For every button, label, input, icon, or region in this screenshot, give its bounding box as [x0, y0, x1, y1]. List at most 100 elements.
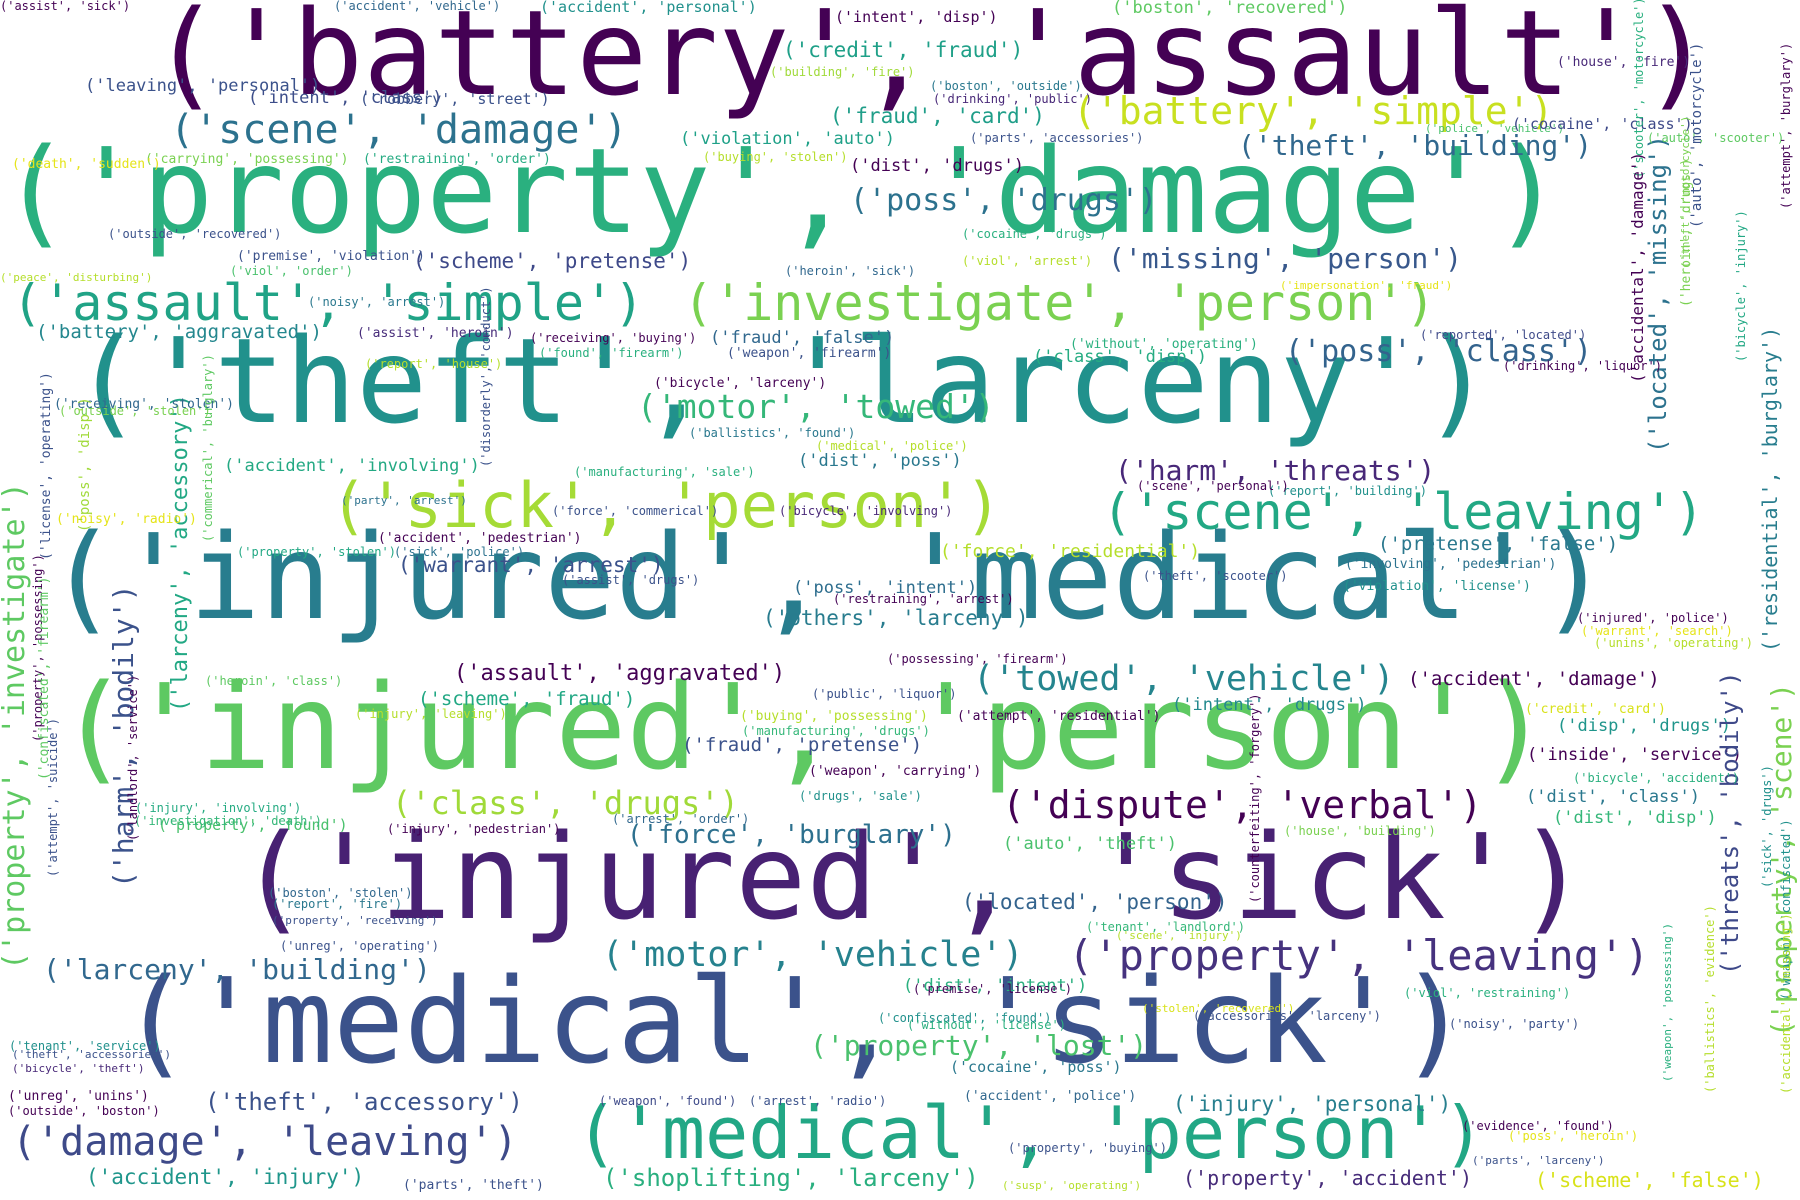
word-cloud-term: ('assist', 'sick')	[0, 0, 131, 13]
word-cloud-term: ('disorderly', 'conduct')	[479, 286, 493, 467]
word-cloud-term: ('force', 'burglary')	[627, 820, 956, 850]
word-cloud-term: ('injured', 'police')	[1577, 611, 1729, 625]
word-cloud-term: ('noisy', 'arrest')	[308, 295, 446, 309]
word-cloud-term: ('drinking', 'liquor')	[1503, 359, 1662, 373]
word-cloud-term: ('auto', 'motorcycle')	[1689, 42, 1705, 228]
word-cloud-term: ('tenant', 'service')	[9, 1039, 161, 1053]
word-cloud-term: ('dist', 'class')	[1526, 787, 1700, 807]
word-cloud-term: ('injury', 'involving')	[135, 801, 302, 815]
word-cloud-term: ('property', 'damage')	[0, 122, 1563, 260]
word-cloud-term: ('heroin', 'sick')	[785, 264, 916, 278]
word-cloud-term: ('party', 'arrest')	[341, 494, 467, 507]
word-cloud-term: ('warrant', 'search')	[1581, 624, 1733, 638]
word-cloud-term: ('theft', 'accessories')	[12, 1048, 171, 1061]
word-cloud-term: ('warrant', 'arrest')	[398, 553, 664, 577]
word-cloud-term: ('manufacturing', 'sale')	[574, 465, 755, 479]
word-cloud-term: ('found', 'firearm')	[539, 346, 684, 360]
word-cloud-term: ('violation', 'auto')	[680, 129, 895, 149]
word-cloud-term: ('fraud', 'false')	[710, 328, 895, 348]
word-cloud-term: ('drugs', 'sale')	[799, 789, 922, 803]
word-cloud-term: ('police', 'vehicle')	[1425, 122, 1565, 135]
word-cloud-term: ('house', 'fire')	[1557, 55, 1691, 70]
word-cloud-term: ('commerical', 'burglary')	[201, 354, 215, 542]
word-cloud-term: ('parts', 'accessories')	[970, 131, 1144, 145]
word-cloud-term: ('larceny', 'accessory')	[168, 394, 193, 712]
word-cloud-term: ('buying', 'stolen')	[703, 150, 848, 164]
word-cloud-term: ('shoplifting', 'larceny')	[603, 1164, 979, 1192]
word-cloud-term: ('viol', 'restraining')	[1404, 986, 1571, 1000]
word-cloud-term: ('medical', 'person')	[575, 1091, 1486, 1175]
word-cloud-term: ('arrest', 'radio')	[749, 1094, 887, 1108]
word-cloud-term: ('damage', 'leaving')	[12, 1119, 518, 1165]
word-cloud-term: ('noisy', 'party')	[1449, 1017, 1580, 1031]
word-cloud-term: ('cocaine', 'class')	[1512, 115, 1693, 133]
word-cloud-term: ('carrying', 'possessing')	[145, 152, 349, 167]
word-cloud-term: ('report', 'house')	[365, 357, 503, 371]
word-cloud-term: ('ballistics', 'found')	[689, 426, 856, 440]
word-cloud-term: ('dispute', 'verbal')	[1002, 783, 1483, 827]
word-cloud-term: ('bicycle', 'larceny')	[654, 376, 827, 391]
word-cloud-term: ('attempt', 'residential')	[957, 709, 1161, 724]
word-cloud-term: ('located', 'missing')	[1644, 135, 1672, 453]
word-cloud-term: ('scheme', 'pretense')	[413, 249, 692, 273]
word-cloud-term: ('class', 'drugs')	[392, 784, 739, 822]
word-cloud-term: ('scene', 'personal')	[1137, 479, 1289, 493]
word-cloud-term: ('scene', 'damage')	[170, 107, 628, 153]
word-cloud-term: ('dist', 'poss')	[798, 451, 962, 471]
word-cloud-term: ('property', 'stolen')	[237, 545, 396, 559]
word-cloud-term: ('assist', 'drugs')	[562, 573, 700, 587]
word-cloud-term: ('viol', 'order')	[230, 264, 353, 278]
word-cloud-term: ('battery', 'assault')	[150, 0, 1713, 122]
word-cloud-term: ('premise', 'violation')	[237, 249, 425, 264]
word-cloud-term: ('bicycle', 'accident')	[1573, 771, 1740, 785]
word-cloud-term: ('disp', 'drugs')	[1557, 716, 1731, 736]
word-cloud-term: ('unreg', 'operating')	[280, 939, 439, 953]
word-cloud-term: ('peace', 'disturbing')	[0, 271, 153, 284]
word-cloud-term: ('receiving', 'buying')	[530, 331, 697, 345]
word-cloud-term: ('scheme', 'fraud')	[418, 688, 636, 710]
word-cloud-term: ('theft', 'larceny')	[72, 312, 1493, 450]
word-cloud-term: ('battery', 'simple')	[1073, 89, 1554, 133]
word-cloud-term: ('property', 'accident')	[1183, 1166, 1472, 1190]
word-cloud-term: ('credit', 'card')	[1525, 702, 1666, 717]
word-cloud-term: ('poss', 'drugs')	[850, 183, 1158, 218]
word-cloud-term: ('investigate', 'person')	[683, 274, 1436, 332]
word-cloud-term: ('dist', 'drugs')	[850, 156, 1024, 176]
word-cloud-term: ('leaving', 'personal')	[85, 76, 321, 96]
word-cloud-term: ('bicycle', 'theft')	[12, 1062, 145, 1075]
word-cloud-term: ('accident', 'vehicle')	[334, 0, 501, 13]
word-cloud-term: ('accident', 'police')	[964, 1089, 1137, 1104]
word-cloud-term: ('injury', 'pedestrian')	[387, 822, 561, 836]
word-cloud-term: ('sick', 'person')	[330, 469, 1002, 542]
word-cloud-term: ('investigation', 'death')	[134, 814, 322, 828]
word-cloud-term: ('bicycle', 'injury')	[1734, 210, 1748, 362]
word-cloud-term: ('confiscated', 'found')	[878, 1011, 1052, 1025]
word-cloud-term: ('possessing', 'firearm')	[887, 652, 1068, 666]
word-cloud-term: ('landlord', 'service')	[126, 674, 140, 841]
word-cloud-term: ('pretense', 'false')	[1378, 533, 1619, 555]
word-cloud-term: ('unins', 'operating')	[1594, 636, 1753, 650]
word-cloud-term: ('threats', 'bodily')	[1716, 671, 1744, 975]
word-cloud-term: ('ballistics', 'evidence')	[1703, 905, 1717, 1093]
word-cloud-term: ('theft', 'building')	[1238, 129, 1593, 162]
word-cloud-term: ('credit', 'fraud')	[783, 38, 1024, 62]
word-cloud-term: ('susp', 'operating')	[1002, 1179, 1142, 1192]
word-cloud-term: ('property', 'receiving')	[272, 914, 438, 927]
word-cloud-term: ('poss', 'heroin')	[1508, 1129, 1639, 1143]
word-cloud-term: ('injured', 'medical')	[47, 508, 1610, 646]
word-cloud-term: ('weapon', 'possessing')	[1661, 923, 1674, 1082]
word-cloud-term: ('accidental', 'missing')	[1779, 913, 1793, 1094]
word-cloud-term: ('harm', 'threats')	[1115, 454, 1436, 487]
word-cloud-term: ('weapon', 'found')	[599, 1094, 737, 1108]
word-cloud-term: ('assault', 'aggravated')	[454, 661, 786, 686]
word-cloud-term: ('residential', 'burglary')	[1758, 326, 1782, 652]
word-cloud-term: ('assault', 'simple')	[12, 274, 645, 332]
word-cloud-term: ('boston', 'recovered')	[1112, 0, 1348, 18]
word-cloud-term: ('battery', 'aggravated')	[36, 321, 322, 343]
word-cloud-term: ('parts', 'larceny')	[1472, 1154, 1605, 1167]
word-cloud-term: ('premise', 'license')	[913, 982, 1072, 996]
word-cloud-term: ('attempt', 'burglary')	[1779, 42, 1793, 209]
word-cloud-term: ('report', 'fire')	[272, 897, 403, 911]
word-cloud-term: ('tenant', 'landlord')	[1086, 920, 1245, 934]
word-cloud-term: ('outside', 'recovered')	[108, 227, 282, 241]
